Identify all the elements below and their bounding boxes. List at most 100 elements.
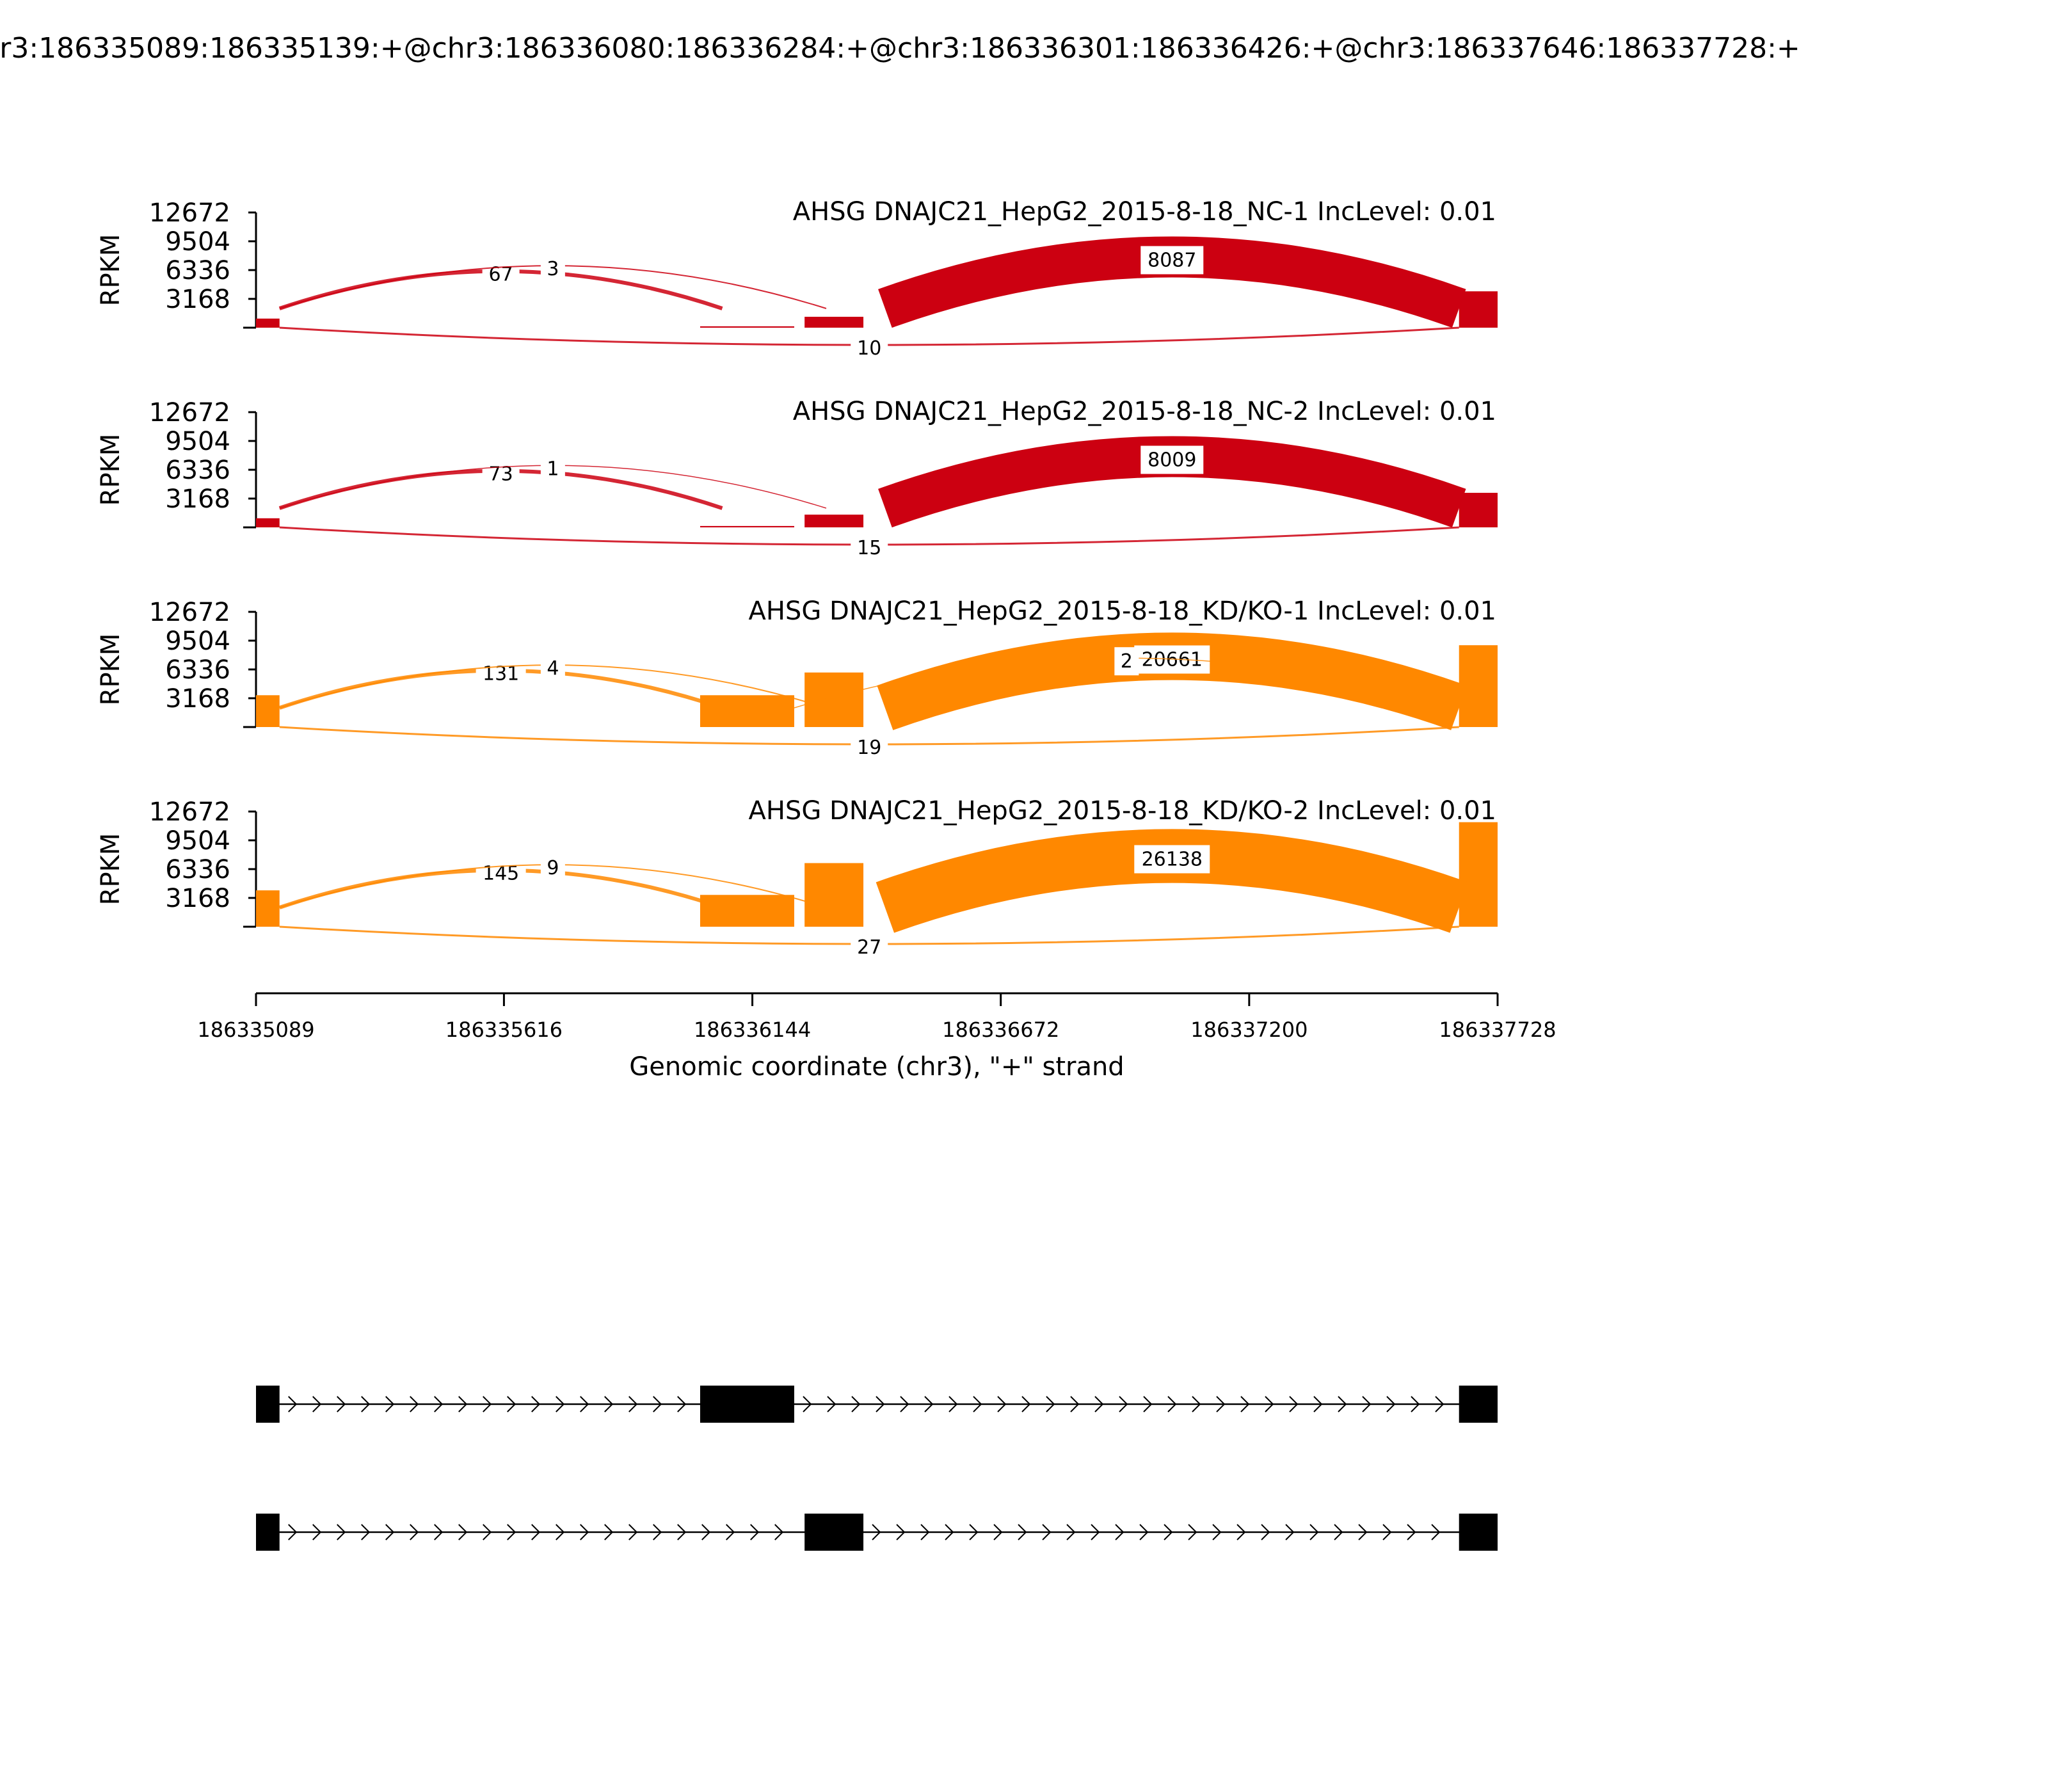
strand-chevron <box>726 1524 735 1540</box>
strand-chevron <box>1139 1524 1149 1540</box>
strand-chevron <box>483 1524 492 1540</box>
junction-count-label: 27 <box>857 936 881 959</box>
y-tick-label: 9504 <box>165 227 230 257</box>
strand-chevron <box>1236 1524 1246 1540</box>
y-tick-label: 6336 <box>165 855 230 884</box>
y-tick-label: 12672 <box>149 398 230 428</box>
y-tick-label: 3168 <box>165 884 230 913</box>
junction-label-bg <box>1140 445 1204 474</box>
strand-chevron <box>969 1524 979 1540</box>
sample-title: AHSG DNAJC21_HepG2_2015-8-18_NC-2 IncLev… <box>793 397 1496 426</box>
y-tick-label: 12672 <box>149 198 230 228</box>
y-tick-label: 12672 <box>149 797 230 827</box>
strand-chevron <box>434 1524 444 1540</box>
strand-chevron <box>750 1524 760 1540</box>
strand-chevron <box>1212 1524 1222 1540</box>
strand-chevron <box>924 1396 934 1412</box>
strand-chevron <box>604 1524 614 1540</box>
strand-chevron <box>1094 1396 1104 1412</box>
exon-block <box>256 1386 280 1423</box>
strand-chevron <box>483 1396 492 1412</box>
strand-chevron <box>1192 1396 1201 1412</box>
y-axis-label: RPKM <box>96 833 125 906</box>
strand-chevron <box>1115 1524 1124 1540</box>
y-axis-label: RPKM <box>96 234 125 307</box>
strand-chevron <box>997 1396 1007 1412</box>
strand-chevron <box>1411 1396 1420 1412</box>
x-tick-label: 186335616 <box>445 1018 563 1042</box>
strand-chevron <box>1119 1396 1128 1412</box>
y-tick-label: 3168 <box>165 285 230 314</box>
strand-chevron <box>1289 1396 1299 1412</box>
strand-chevron <box>556 1524 565 1540</box>
strand-chevron <box>1265 1396 1274 1412</box>
strand-chevron <box>312 1396 322 1412</box>
strand-chevron <box>827 1396 836 1412</box>
junction-label-bg <box>540 454 565 483</box>
strand-chevron <box>385 1524 395 1540</box>
strand-chevron <box>458 1396 468 1412</box>
coverage-block <box>1459 822 1498 927</box>
junction-label-bg <box>476 859 526 888</box>
x-tick-label: 186335089 <box>197 1018 314 1042</box>
strand-chevron <box>1386 1396 1396 1412</box>
junction-label-bg <box>851 334 888 362</box>
strand-chevron <box>1285 1524 1295 1540</box>
junction-count-label: 4 <box>547 657 559 680</box>
coverage-block <box>256 518 280 527</box>
junction-count-label: 8087 <box>1148 250 1196 272</box>
junction-count-label: 8009 <box>1148 449 1196 472</box>
strand-chevron <box>973 1396 982 1412</box>
y-tick-label: 3168 <box>165 484 230 514</box>
strand-chevron <box>507 1396 516 1412</box>
coverage-block <box>700 326 794 328</box>
strand-chevron <box>1240 1396 1250 1412</box>
strand-chevron <box>531 1524 541 1540</box>
exon-block <box>1459 1386 1498 1423</box>
exon-block <box>804 1514 864 1551</box>
x-tick-label: 186336144 <box>694 1018 811 1042</box>
junction-count-label: 9 <box>547 857 559 879</box>
strand-chevron <box>580 1396 589 1412</box>
strand-chevron <box>410 1396 419 1412</box>
strand-chevron <box>677 1524 687 1540</box>
strand-chevron <box>1313 1396 1323 1412</box>
strand-chevron <box>1018 1524 1027 1540</box>
y-tick-label: 9504 <box>165 427 230 456</box>
junction-label-bg <box>476 659 526 688</box>
junction-label-bg <box>1140 246 1204 275</box>
junction-label-bg <box>540 854 565 883</box>
strand-chevron <box>948 1396 958 1412</box>
strand-chevron <box>288 1396 298 1412</box>
junction-label-bg <box>851 933 888 961</box>
strand-chevron <box>1261 1524 1270 1540</box>
plot-title: chr3:186335089:186335139:+@chr3:18633608… <box>0 32 1800 65</box>
junction-count-label: 3 <box>547 258 559 280</box>
coverage-block <box>700 525 794 527</box>
strand-chevron <box>1066 1524 1076 1540</box>
strand-chevron <box>1143 1396 1153 1412</box>
coverage-block <box>1459 291 1498 328</box>
exon-block <box>256 1514 280 1551</box>
coverage-block <box>804 515 864 527</box>
junction-count-label: 19 <box>857 737 881 759</box>
strand-chevron <box>1046 1396 1055 1412</box>
strand-chevron <box>337 1524 346 1540</box>
strand-chevron <box>1334 1524 1343 1540</box>
coverage-block <box>256 890 280 927</box>
strand-chevron <box>1042 1524 1052 1540</box>
strand-chevron <box>896 1524 906 1540</box>
strand-chevron <box>385 1396 395 1412</box>
strand-chevron <box>993 1524 1003 1540</box>
strand-chevron <box>507 1524 516 1540</box>
coverage-block <box>256 318 280 328</box>
strand-chevron <box>677 1396 687 1412</box>
junction-count-label: 2 <box>1121 650 1133 673</box>
strand-chevron <box>1091 1524 1100 1540</box>
strand-chevron <box>1021 1396 1031 1412</box>
strand-chevron <box>580 1524 589 1540</box>
